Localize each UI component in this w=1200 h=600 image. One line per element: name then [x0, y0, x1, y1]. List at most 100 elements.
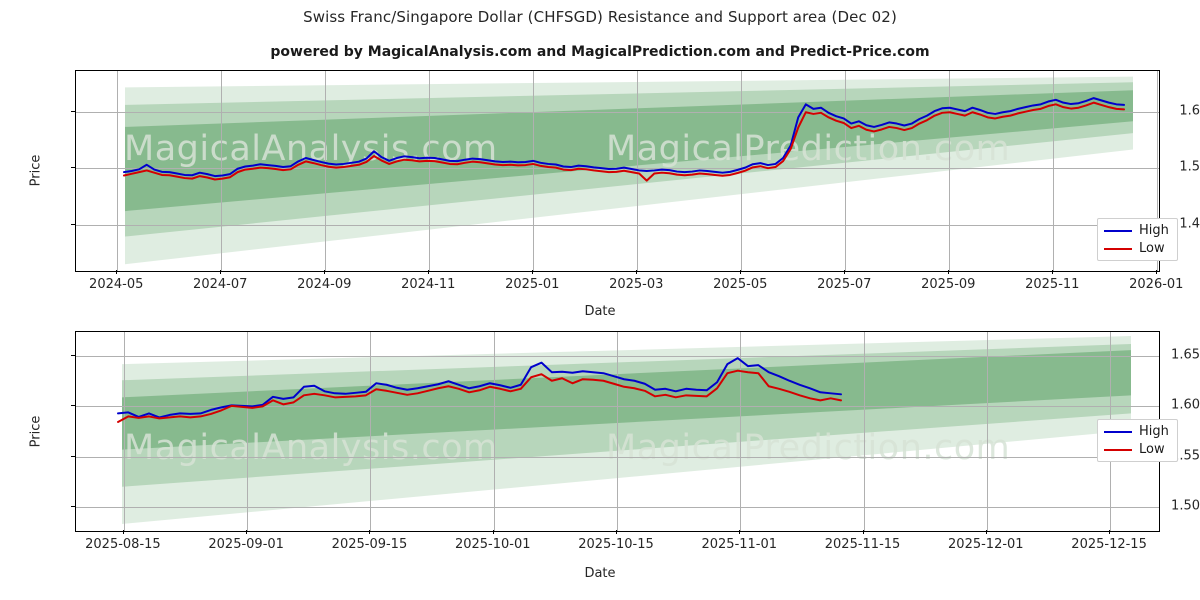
price-series-group — [123, 97, 1125, 182]
overview-legend[interactable]: High Low — [1097, 218, 1178, 261]
gridline-vertical — [987, 332, 988, 531]
overview-x-axis-title: Date — [584, 304, 616, 319]
series-line-high — [123, 97, 1125, 178]
series-line-low — [123, 101, 1125, 182]
x-tick-label: 2025-09-15 — [331, 537, 408, 552]
x-tick-mark — [1109, 530, 1110, 534]
legend-label-high: High — [1139, 223, 1169, 238]
band-inner — [122, 350, 1131, 450]
legend-label-low: Low — [1139, 442, 1165, 457]
detail-plot-area: MagicalAnalysis.com MagicalPrediction.com — [75, 331, 1160, 532]
y-tick-label: 1.65 — [1171, 347, 1200, 363]
y-tick-label: 1.5 — [1179, 159, 1200, 175]
gridline-vertical — [864, 332, 865, 531]
gridline-vertical — [124, 332, 125, 531]
legend-swatch-low — [1104, 448, 1132, 451]
y-tick-mark — [71, 224, 75, 225]
band-inner — [125, 90, 1133, 212]
gridline-vertical — [533, 71, 534, 271]
x-tick-label: 2024-11 — [401, 277, 456, 292]
gridline-vertical — [845, 71, 846, 271]
gridline-vertical — [429, 71, 430, 271]
legend-entry-low: Low — [1104, 242, 1169, 255]
y-tick-label: 1.55 — [1171, 448, 1200, 464]
gridline-vertical — [221, 71, 222, 271]
x-tick-label: 2024-07 — [193, 277, 248, 292]
gridline-horizontal — [76, 112, 1159, 113]
x-tick-label: 2025-05 — [713, 277, 768, 292]
y-tick-mark — [71, 456, 75, 457]
x-tick-label: 2025-12-15 — [1071, 537, 1147, 552]
x-tick-label: 2025-10-15 — [578, 537, 654, 552]
y-tick-mark — [71, 405, 75, 406]
x-tick-mark — [739, 530, 740, 534]
y-tick-mark — [71, 355, 75, 356]
y-tick-mark — [71, 506, 75, 507]
price-series-group — [117, 357, 842, 423]
x-tick-mark — [246, 530, 247, 534]
x-tick-mark — [616, 530, 617, 534]
x-tick-mark — [220, 270, 221, 274]
x-tick-mark — [116, 270, 117, 274]
gridline-horizontal — [76, 225, 1159, 226]
x-tick-mark — [1156, 270, 1157, 274]
page-subtitle: powered by MagicalAnalysis.com and Magic… — [270, 44, 930, 60]
resistance-support-bands — [125, 76, 1133, 265]
y-tick-label: 1.4 — [1179, 216, 1200, 232]
legend-label-high: High — [1139, 424, 1169, 439]
gridline-vertical — [1157, 71, 1158, 271]
resistance-support-bands — [122, 336, 1131, 524]
x-tick-label: 2025-01 — [505, 277, 560, 292]
y-tick-label: 1.50 — [1171, 498, 1200, 514]
band-outer — [122, 336, 1131, 524]
legend-swatch-high — [1104, 229, 1132, 232]
x-tick-label: 2025-09 — [921, 277, 976, 292]
x-tick-mark — [636, 270, 637, 274]
legend-swatch-low — [1104, 247, 1132, 250]
x-tick-label: 2025-11-15 — [824, 537, 901, 552]
page-title: Swiss Franc/Singapore Dollar (CHFSGD) Re… — [303, 8, 897, 26]
y-tick-mark — [71, 111, 75, 112]
x-tick-mark — [740, 270, 741, 274]
x-tick-label: 2025-12-01 — [948, 537, 1024, 552]
x-tick-mark — [986, 530, 987, 534]
legend-entry-high: High — [1104, 425, 1169, 438]
series-line-low — [117, 369, 842, 423]
legend-swatch-high — [1104, 430, 1132, 433]
x-tick-mark — [369, 530, 370, 534]
y-tick-label: 1.60 — [1171, 397, 1200, 413]
x-tick-mark — [1052, 270, 1053, 274]
legend-label-low: Low — [1139, 241, 1165, 256]
legend-entry-high: High — [1104, 224, 1169, 237]
band-outer — [125, 76, 1133, 265]
gridline-vertical — [370, 332, 371, 531]
x-tick-mark — [948, 270, 949, 274]
detail-y-axis-title: Price — [28, 415, 44, 448]
x-tick-label: 2025-03 — [609, 277, 664, 292]
x-tick-label: 2025-07 — [817, 277, 872, 292]
x-tick-label: 2025-11-01 — [701, 537, 778, 552]
x-tick-mark — [844, 270, 845, 274]
x-tick-label: 2025-11 — [1025, 277, 1080, 292]
x-tick-label: 2025-10-01 — [454, 537, 531, 552]
detail-legend[interactable]: High Low — [1097, 419, 1178, 462]
x-tick-label: 2024-09 — [297, 277, 352, 292]
gridline-vertical — [325, 71, 326, 271]
gridline-vertical — [740, 332, 741, 531]
x-tick-mark — [863, 530, 864, 534]
gridline-vertical — [1053, 71, 1054, 271]
band-mid — [125, 82, 1133, 237]
x-tick-mark — [532, 270, 533, 274]
x-tick-label: 2026-01 — [1129, 277, 1184, 292]
y-tick-mark — [71, 167, 75, 168]
gridline-vertical — [949, 71, 950, 271]
x-tick-label: 2025-09-01 — [208, 537, 284, 552]
x-tick-label: 2024-05 — [89, 277, 144, 292]
x-tick-mark — [324, 270, 325, 274]
gridline-vertical — [617, 332, 618, 531]
detail-x-axis-title: Date — [584, 566, 616, 581]
x-tick-label: 2025-08-15 — [85, 537, 161, 552]
gridline-vertical — [117, 71, 118, 271]
